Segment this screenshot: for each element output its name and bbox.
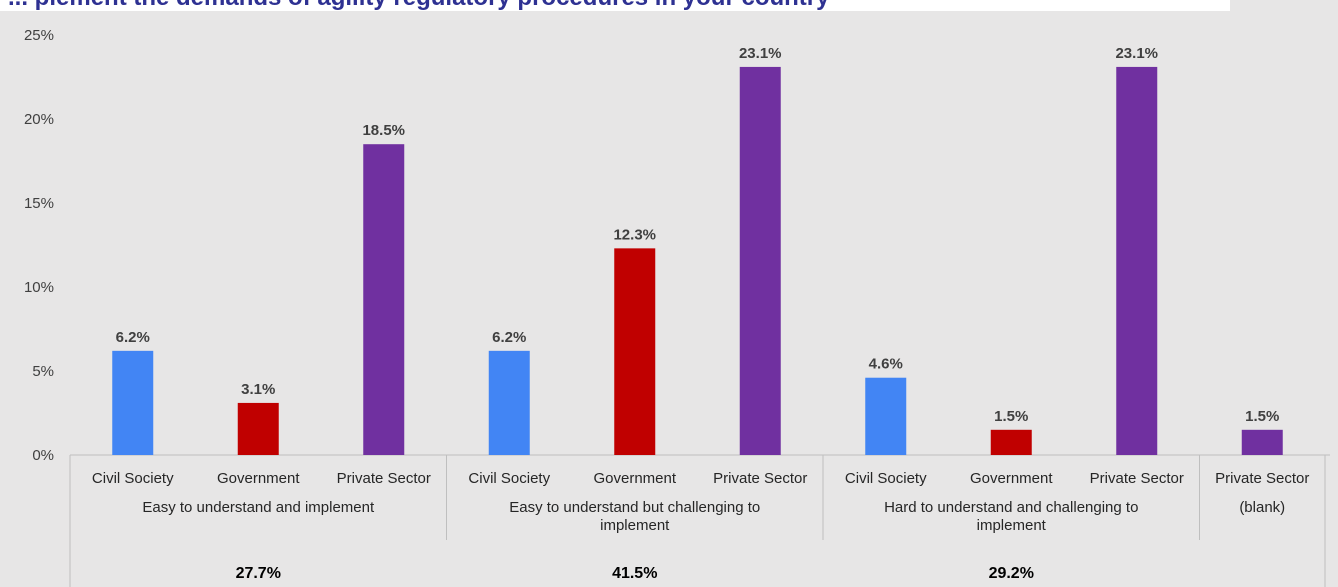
data-label: 23.1% — [739, 45, 782, 62]
group-label: Hard to understand and challenging to — [884, 499, 1138, 516]
bar — [739, 66, 781, 456]
data-label: 6.2% — [492, 329, 526, 346]
group-total: 29.2% — [989, 565, 1034, 582]
category-label: Private Sector — [1090, 470, 1184, 487]
category-label: Private Sector — [1215, 470, 1309, 487]
y-tick-label: 15% — [24, 195, 54, 212]
group-label: Easy to understand and implement — [142, 499, 375, 516]
y-tick-label: 0% — [32, 447, 54, 464]
bar — [112, 350, 154, 455]
y-tick-label: 10% — [24, 279, 54, 296]
group-total: 41.5% — [612, 565, 657, 582]
group-label: Easy to understand but challenging to — [509, 499, 760, 516]
group-label: implement — [600, 517, 670, 534]
axes-layer: 0% 5% 10% 15% 20% 25% — [24, 27, 1330, 587]
category-label: Private Sector — [713, 470, 807, 487]
group-label: (blank) — [1239, 499, 1285, 516]
bar — [237, 402, 279, 455]
y-tick-label: 5% — [32, 363, 54, 380]
category-label: Government — [593, 470, 676, 487]
bar — [865, 377, 907, 455]
data-label: 3.1% — [241, 381, 275, 398]
category-label: Civil Society — [468, 470, 550, 487]
bar — [1116, 66, 1158, 456]
bars-layer — [112, 66, 1283, 456]
labels-layer: 6.2% Civil Society 3.1% Government 18.5% Priv… — [92, 45, 1309, 582]
data-label: 1.5% — [994, 408, 1028, 425]
bar — [614, 248, 656, 455]
data-label: 12.3% — [613, 226, 656, 243]
category-label: Civil Society — [845, 470, 927, 487]
data-label: 4.6% — [869, 356, 903, 373]
bar — [990, 429, 1032, 455]
category-label: Government — [217, 470, 300, 487]
bar — [488, 350, 530, 455]
y-tick-label: 20% — [24, 111, 54, 128]
data-label: 18.5% — [362, 122, 405, 139]
group-label: implement — [977, 517, 1047, 534]
bar — [1241, 429, 1283, 455]
y-tick-label: 25% — [24, 27, 54, 44]
chart-title: ... plement the demands of agility regul… — [8, 0, 830, 11]
category-label: Government — [970, 470, 1053, 487]
data-label: 1.5% — [1245, 408, 1279, 425]
bar — [363, 144, 405, 455]
category-label: Private Sector — [337, 470, 431, 487]
data-label: 6.2% — [116, 329, 150, 346]
category-label: Civil Society — [92, 470, 174, 487]
data-label: 23.1% — [1115, 45, 1158, 62]
group-total: 27.7% — [236, 565, 281, 582]
title-strip — [0, 0, 1230, 11]
